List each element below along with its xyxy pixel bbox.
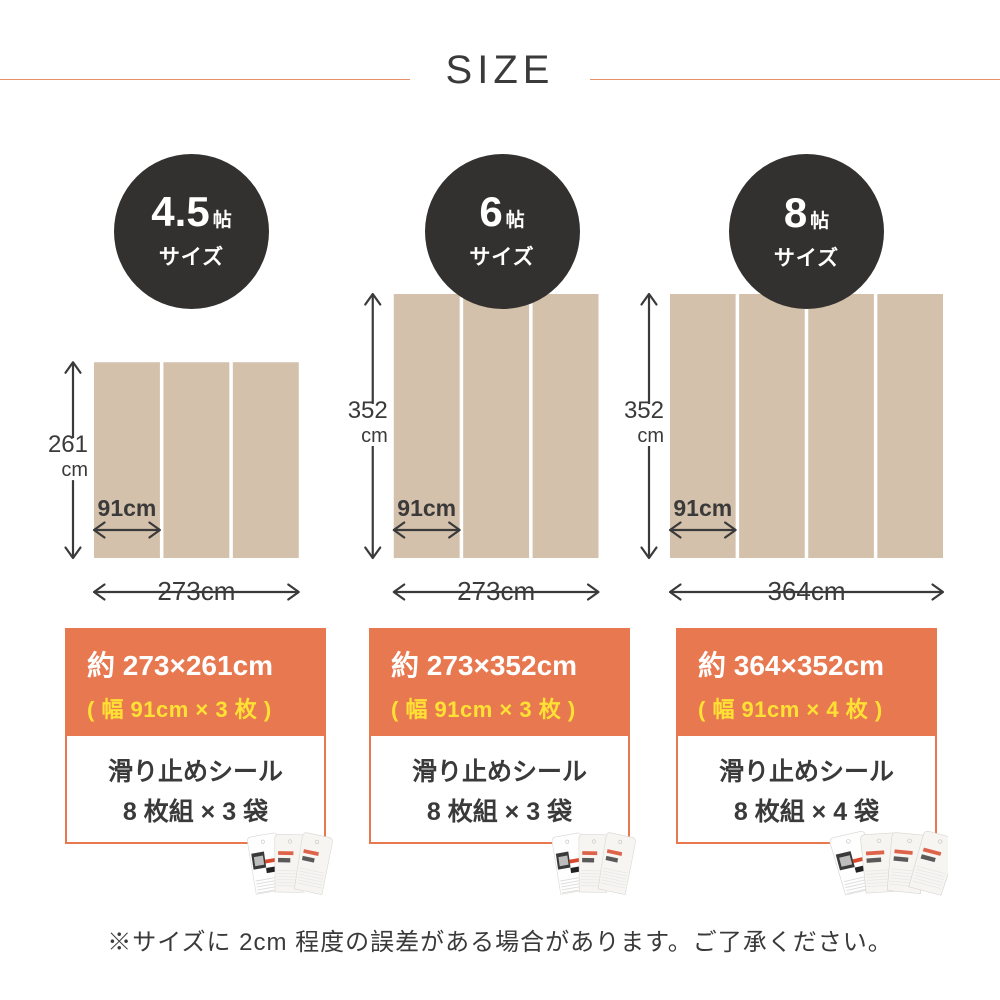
svg-text:cm: cm — [637, 425, 664, 447]
svg-text:91cm: 91cm — [673, 495, 732, 521]
svg-text:91cm: 91cm — [98, 495, 157, 521]
svg-text:261: 261 — [48, 431, 88, 458]
svg-text:cm: cm — [61, 459, 88, 481]
svg-text:352: 352 — [348, 397, 388, 424]
svg-text:91cm: 91cm — [397, 495, 456, 521]
svg-text:273cm: 273cm — [157, 576, 235, 606]
svg-text:352: 352 — [624, 397, 664, 424]
svg-text:cm: cm — [361, 425, 388, 447]
svg-text:273cm: 273cm — [457, 576, 535, 606]
svg-text:364cm: 364cm — [767, 576, 845, 606]
